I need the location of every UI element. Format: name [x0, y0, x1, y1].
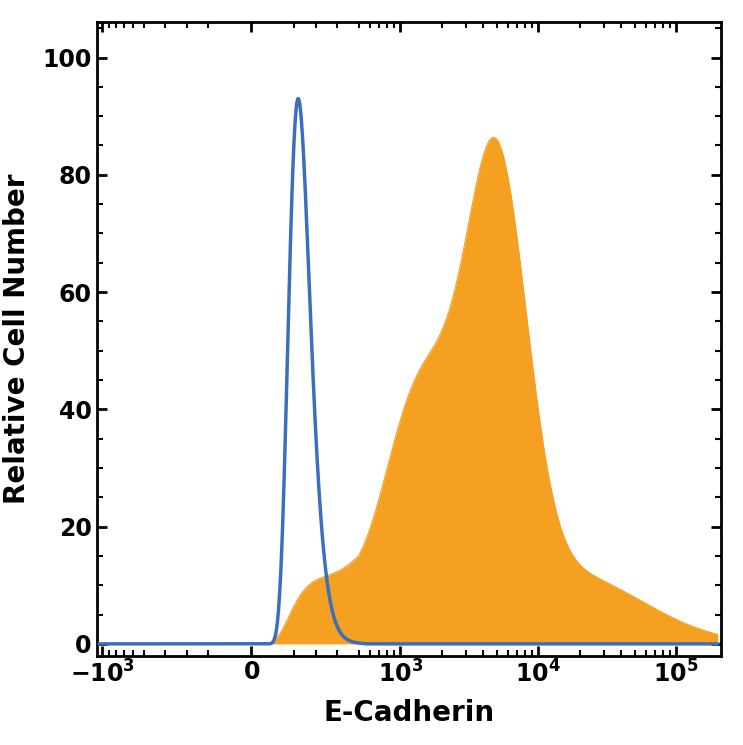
Y-axis label: Relative Cell Number: Relative Cell Number	[3, 174, 31, 504]
X-axis label: E-Cadherin: E-Cadherin	[323, 699, 494, 727]
